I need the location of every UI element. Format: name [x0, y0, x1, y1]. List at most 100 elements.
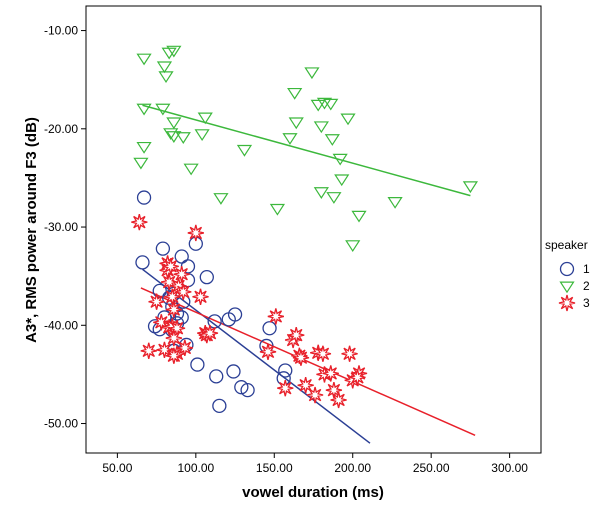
legend-label-1: 1	[583, 262, 590, 276]
x-tick-label: 300.00	[491, 461, 528, 475]
data-point-speaker-3	[259, 343, 277, 360]
data-point-speaker-2	[313, 187, 329, 199]
data-point-speaker-3	[165, 329, 183, 347]
data-point-speaker-2	[324, 134, 340, 146]
data-point-speaker-3	[330, 391, 347, 409]
data-point-speaker-1	[199, 269, 214, 285]
legend-marker-1	[559, 261, 575, 277]
data-point-speaker-3	[288, 326, 305, 344]
data-markers	[131, 45, 478, 413]
data-point-speaker-3	[322, 365, 339, 382]
data-point-speaker-2	[313, 121, 329, 134]
data-point-speaker-3	[164, 288, 181, 305]
data-point-speaker-3	[187, 224, 204, 242]
y-tick-label: -10.00	[44, 24, 78, 38]
data-point-speaker-2	[136, 53, 152, 66]
legend-marker-2	[559, 281, 575, 294]
fit-line-speaker-3	[140, 287, 476, 437]
data-point-speaker-2	[334, 174, 350, 187]
x-tick-label: 50.00	[102, 461, 132, 475]
data-point-speaker-3	[306, 386, 324, 404]
y-axis-title: A3*, RMS power around F3 (dB)	[23, 117, 40, 343]
data-point-speaker-3	[140, 342, 157, 359]
data-point-speaker-2	[323, 98, 339, 111]
data-point-speaker-1	[136, 190, 152, 205]
data-point-speaker-2	[133, 157, 149, 170]
data-point-speaker-2	[136, 141, 152, 154]
data-point-speaker-2	[351, 210, 367, 223]
y-axis: -10.00 -20.00 -30.00 -40.00 -50.00	[44, 24, 86, 431]
y-tick-label: -50.00	[44, 417, 78, 431]
fit-lines	[140, 104, 476, 444]
data-point-speaker-3	[173, 266, 190, 283]
data-point-speaker-2	[387, 197, 403, 209]
data-point-speaker-2	[194, 129, 210, 141]
legend-marker-3	[558, 294, 576, 312]
data-point-speaker-1	[190, 357, 205, 372]
x-tick-label: 100.00	[177, 461, 214, 475]
data-point-speaker-1	[262, 321, 277, 336]
data-point-speaker-2	[136, 103, 152, 116]
x-tick-label: 250.00	[413, 461, 450, 475]
data-point-speaker-3	[277, 380, 294, 397]
data-point-speaker-2	[175, 132, 191, 144]
data-point-speaker-3	[314, 345, 332, 362]
data-point-speaker-2	[326, 192, 342, 204]
data-point-speaker-3	[349, 369, 366, 386]
legend-label-2: 2	[583, 279, 590, 293]
data-point-speaker-2	[287, 87, 303, 100]
data-point-speaker-2	[213, 193, 229, 205]
data-point-speaker-2	[156, 61, 173, 74]
data-point-speaker-2	[316, 97, 333, 110]
data-point-speaker-3	[131, 213, 148, 231]
data-point-speaker-1	[212, 398, 227, 413]
x-tick-label: 200.00	[334, 461, 371, 475]
data-point-speaker-3	[201, 324, 219, 342]
data-point-speaker-3	[156, 341, 173, 359]
data-point-speaker-2	[197, 112, 213, 125]
data-point-speaker-3	[192, 288, 209, 305]
data-point-speaker-2	[332, 153, 348, 166]
data-point-speaker-2	[236, 144, 253, 157]
data-point-speaker-3	[165, 301, 183, 318]
data-point-speaker-1	[278, 363, 293, 378]
legend-title: speaker	[545, 238, 588, 252]
data-point-speaker-3	[165, 347, 183, 364]
data-point-speaker-1	[155, 241, 171, 256]
data-point-speaker-2	[158, 71, 174, 84]
data-point-speaker-2	[166, 45, 182, 58]
data-point-speaker-3	[292, 349, 310, 366]
x-axis-title: vowel duration (ms)	[242, 484, 384, 501]
data-point-speaker-2	[183, 163, 199, 176]
plot-area	[85, 5, 542, 454]
data-point-speaker-2	[155, 103, 171, 116]
data-point-speaker-3	[176, 339, 193, 357]
data-point-speaker-2	[304, 67, 320, 80]
data-point-speaker-2	[288, 117, 304, 130]
data-point-speaker-3	[162, 258, 179, 275]
data-point-speaker-2	[163, 128, 179, 141]
y-tick-label: -40.00	[44, 318, 78, 332]
data-point-speaker-3	[148, 293, 165, 310]
data-point-speaker-1	[234, 380, 249, 395]
x-axis: 50.00 100.00 150.00 200.00 250.00 300.00	[102, 453, 528, 475]
data-point-speaker-2	[345, 240, 361, 253]
data-point-speaker-2	[310, 99, 326, 112]
legend-label-3: 3	[583, 296, 590, 310]
legend: speaker 1 2 3	[545, 238, 590, 312]
data-point-speaker-2	[166, 131, 182, 143]
data-point-speaker-2	[282, 133, 298, 145]
data-point-speaker-2	[462, 181, 478, 194]
x-tick-label: 150.00	[256, 461, 293, 475]
data-point-speaker-1	[135, 255, 150, 270]
fit-line-speaker-1	[142, 268, 371, 444]
data-point-speaker-1	[209, 369, 224, 384]
data-point-speaker-1	[226, 364, 241, 379]
data-point-speaker-2	[269, 203, 286, 216]
data-point-speaker-1	[240, 382, 255, 398]
y-tick-label: -30.00	[44, 220, 78, 234]
fit-line-speaker-2	[142, 104, 471, 197]
data-point-speaker-1	[227, 307, 243, 322]
data-point-speaker-2	[340, 113, 356, 126]
